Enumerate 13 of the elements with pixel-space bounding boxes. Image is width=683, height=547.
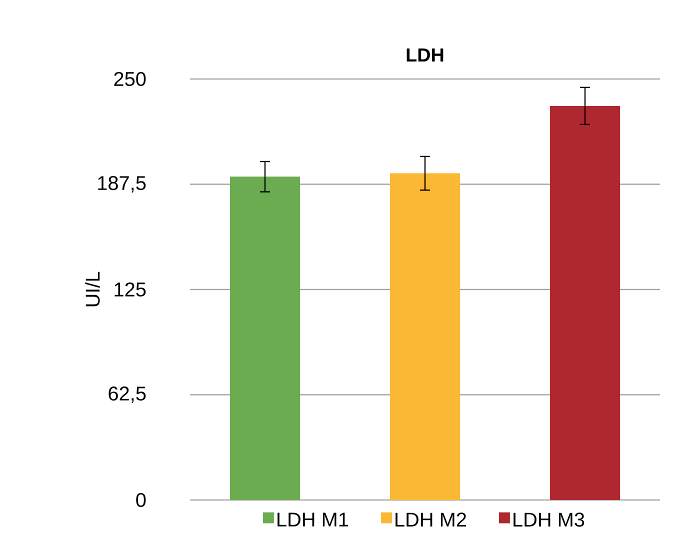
y-tick-label: 62,5	[108, 386, 146, 403]
chart-title: LDH	[406, 48, 444, 62]
y-tick-label: 250	[114, 72, 146, 86]
bar	[550, 106, 620, 500]
legend-label: LDH M1	[278, 512, 348, 526]
legend-label: LDH M2	[396, 512, 466, 527]
y-tick-label: 187,5	[98, 176, 146, 192]
y-tick-label: 125	[114, 282, 146, 297]
bar	[390, 173, 460, 500]
bar	[230, 176, 300, 500]
legend-label: LDH M3	[514, 512, 584, 527]
y-tick-label: 0	[136, 492, 146, 508]
y-axis-title: UI/L	[85, 272, 100, 306]
